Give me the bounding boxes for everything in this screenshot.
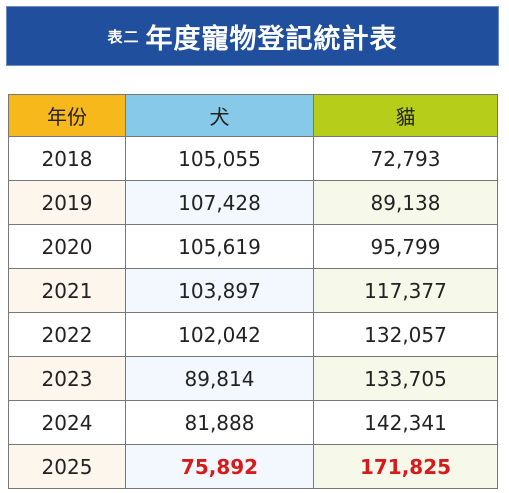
header-dog: 犬: [125, 94, 314, 137]
year-cell: 2022: [8, 312, 126, 357]
dog-count-cell: 105,055: [125, 136, 314, 181]
table-row: 2023 89,814 133,705: [8, 356, 498, 401]
year-cell: 2020: [8, 224, 126, 269]
header-year: 年份: [8, 94, 126, 137]
pet-registration-table: 年份 犬 貓 2018 105,055 72,793 2019 107,428 …: [8, 94, 498, 489]
dog-count-cell: 81,888: [125, 400, 314, 445]
table-row: 2018 105,055 72,793: [8, 136, 498, 181]
title-banner: 表二 年度寵物登記統計表: [6, 6, 499, 66]
year-cell: 2023: [8, 356, 126, 401]
table-row-highlighted: 2025 75,892 171,825: [8, 444, 498, 489]
dog-count-cell: 105,619: [125, 224, 314, 269]
cat-count-cell: 72,793: [313, 136, 498, 181]
table-row: 2024 81,888 142,341: [8, 400, 498, 445]
year-cell: 2024: [8, 400, 126, 445]
cat-count-cell: 133,705: [313, 356, 498, 401]
dog-count-cell: 89,814: [125, 356, 314, 401]
cat-count-cell: 89,138: [313, 180, 498, 225]
year-cell: 2018: [8, 136, 126, 181]
table-row: 2022 102,042 132,057: [8, 312, 498, 357]
header-cat: 貓: [313, 94, 498, 137]
table-row: 2021 103,897 117,377: [8, 268, 498, 313]
cat-count-cell: 117,377: [313, 268, 498, 313]
dog-count-cell: 107,428: [125, 180, 314, 225]
year-cell: 2025: [8, 444, 126, 489]
dog-count-cell-highlighted: 75,892: [125, 444, 314, 489]
dog-count-cell: 102,042: [125, 312, 314, 357]
cat-count-cell: 95,799: [313, 224, 498, 269]
header-row: 年份 犬 貓: [8, 94, 498, 137]
table-row: 2020 105,619 95,799: [8, 224, 498, 269]
year-cell: 2021: [8, 268, 126, 313]
page-title: 年度寵物登記統計表: [145, 23, 398, 55]
year-cell: 2019: [8, 180, 126, 225]
table-row: 2019 107,428 89,138: [8, 180, 498, 225]
table-number: 表二: [107, 27, 140, 46]
dog-count-cell: 103,897: [125, 268, 314, 313]
cat-count-cell: 132,057: [313, 312, 498, 357]
cat-count-cell-highlighted: 171,825: [313, 444, 498, 489]
cat-count-cell: 142,341: [313, 400, 498, 445]
